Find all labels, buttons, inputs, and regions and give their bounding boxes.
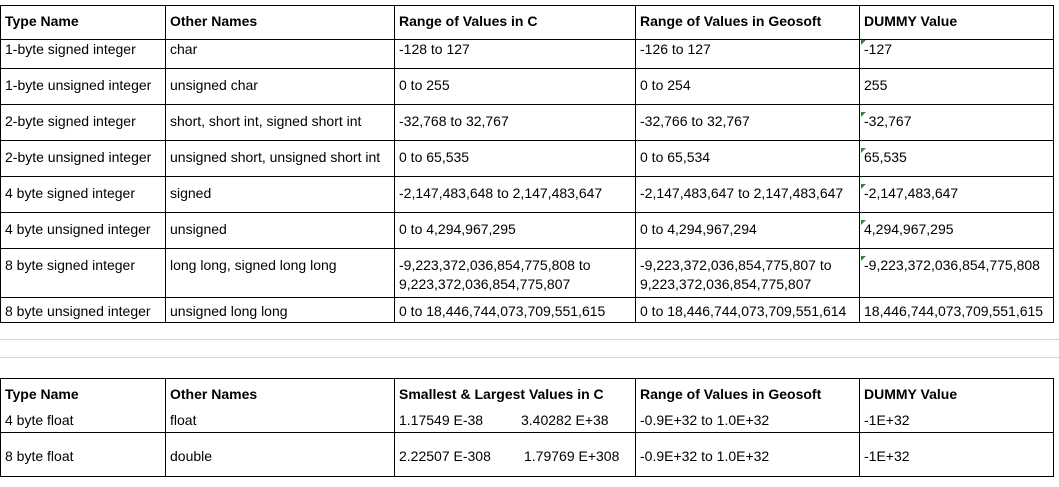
header-range-geosoft[interactable]: Range of Values in Geosoft: [640, 13, 822, 29]
table-cell[interactable]: 0 to 65,534: [640, 149, 711, 165]
table-cell[interactable]: -32,768 to 32,767: [399, 113, 509, 129]
table-cell[interactable]: 0 to 4,294,967,294: [640, 221, 757, 237]
grid-line: [0, 140, 1054, 141]
table-cell[interactable]: 18,446,744,073,709,551,615: [864, 303, 1044, 319]
grid-line: [0, 357, 1059, 358]
table-cell[interactable]: unsigned: [170, 221, 227, 237]
grid-line: [0, 248, 1054, 249]
error-indicator-icon: [861, 148, 866, 153]
grid-line: [0, 68, 1054, 69]
table-cell-line2: 9,223,372,036,854,775,807: [640, 276, 812, 292]
table-cell[interactable]: 8 byte signed integer: [5, 257, 135, 273]
table-cell[interactable]: unsigned short, unsigned short int: [170, 149, 381, 165]
table-cell[interactable]: -9,223,372,036,854,775,808: [864, 257, 1040, 273]
table-cell[interactable]: 0 to 254: [640, 77, 691, 93]
grid-line: [0, 476, 1054, 477]
table-cell[interactable]: -32,766 to 32,767: [640, 113, 750, 129]
table-cell[interactable]: -32,767: [864, 113, 912, 129]
table-cell[interactable]: -0.9E+32 to 1.0E+32: [640, 412, 770, 428]
error-indicator-icon: [861, 184, 866, 189]
header-dummy-value[interactable]: DUMMY Value: [864, 13, 958, 29]
table-cell[interactable]: -1E+32: [864, 412, 910, 428]
table-cell[interactable]: 4,294,967,295: [864, 221, 954, 237]
header-other-names[interactable]: Other Names: [170, 386, 258, 402]
table-cell[interactable]: 4 byte signed integer: [5, 185, 135, 201]
grid-line: [0, 378, 1054, 379]
error-indicator-icon: [861, 40, 866, 45]
table-cell[interactable]: -9,223,372,036,854,775,808 to: [399, 257, 591, 273]
grid-line: [635, 378, 636, 477]
table-cell[interactable]: -1E+32: [864, 448, 910, 464]
table-cell-line2: 9,223,372,036,854,775,807: [399, 276, 571, 292]
grid-line: [1053, 378, 1054, 477]
table-cell[interactable]: 0 to 18,446,744,073,709,551,614: [640, 303, 847, 319]
table-cell[interactable]: -2,147,483,647 to 2,147,483,647: [640, 185, 844, 201]
table-cell[interactable]: -2,147,483,648 to 2,147,483,647: [399, 185, 603, 201]
table-cell[interactable]: short, short int, signed short int: [170, 113, 362, 129]
table-cell[interactable]: unsigned long long: [170, 303, 288, 319]
grid-line: [0, 212, 1054, 213]
table-cell[interactable]: 0 to 65,535: [399, 149, 470, 165]
header-type-name[interactable]: Type Name: [5, 386, 79, 402]
grid-line: [165, 378, 166, 477]
table-cell[interactable]: double: [170, 448, 213, 464]
smallest-value-cell[interactable]: 2.22507 E-308: [399, 448, 491, 464]
smallest-value-cell[interactable]: 1.17549 E-38: [399, 412, 484, 428]
header-other-names[interactable]: Other Names: [170, 13, 258, 29]
grid-line: [859, 378, 860, 477]
table-cell[interactable]: 0 to 18,446,744,073,709,551,615: [399, 303, 606, 319]
table-cell[interactable]: 8 byte float: [5, 448, 74, 464]
grid-line: [0, 322, 1054, 323]
grid-line: [0, 378, 1, 477]
table-cell[interactable]: 8 byte unsigned integer: [5, 303, 151, 319]
error-indicator-icon: [861, 220, 866, 225]
largest-value-cell[interactable]: 1.79769 E+308: [524, 448, 620, 464]
table-cell[interactable]: 0 to 4,294,967,295: [399, 221, 516, 237]
table-cell[interactable]: 4 byte float: [5, 412, 74, 428]
table-cell[interactable]: float: [170, 412, 197, 428]
table-cell[interactable]: char: [170, 41, 198, 57]
header-range-geosoft[interactable]: Range of Values in Geosoft: [640, 386, 822, 402]
grid-line: [0, 339, 1059, 340]
grid-line: [1053, 5, 1054, 323]
table-cell[interactable]: unsigned char: [170, 77, 258, 93]
grid-line: [0, 5, 1, 323]
table-cell[interactable]: -127: [864, 41, 893, 57]
header-smallest-largest-c[interactable]: Smallest & Largest Values in C: [399, 386, 604, 402]
table-cell[interactable]: 1-byte signed integer: [5, 41, 136, 57]
table-cell[interactable]: -0.9E+32 to 1.0E+32: [640, 448, 770, 464]
table-cell[interactable]: 2-byte unsigned integer: [5, 149, 152, 165]
grid-line: [0, 432, 1054, 433]
grid-line: [859, 5, 860, 323]
grid-line: [0, 176, 1054, 177]
table-cell[interactable]: 4 byte unsigned integer: [5, 221, 151, 237]
table-cell[interactable]: long long, signed long long: [170, 257, 337, 273]
grid-line: [394, 378, 395, 477]
grid-line: [635, 5, 636, 323]
table-cell[interactable]: -9,223,372,036,854,775,807 to: [640, 257, 832, 273]
table-cell[interactable]: 255: [864, 77, 888, 93]
error-indicator-icon: [861, 256, 866, 261]
grid-line: [0, 297, 1054, 298]
grid-line: [0, 39, 1054, 40]
grid-line: [394, 5, 395, 323]
grid-line: [165, 5, 166, 323]
table-cell[interactable]: -2,147,483,647: [864, 185, 959, 201]
grid-line: [0, 5, 1054, 6]
table-cell[interactable]: 2-byte signed integer: [5, 113, 136, 129]
error-indicator-icon: [861, 112, 866, 117]
grid-line: [0, 104, 1054, 105]
table-cell[interactable]: 1-byte unsigned integer: [5, 77, 152, 93]
table-cell[interactable]: 65,535: [864, 149, 907, 165]
table-cell[interactable]: signed: [170, 185, 212, 201]
header-range-c[interactable]: Range of Values in C: [399, 13, 538, 29]
header-type-name[interactable]: Type Name: [5, 13, 79, 29]
table-cell[interactable]: 0 to 255: [399, 77, 450, 93]
header-dummy-value[interactable]: DUMMY Value: [864, 386, 958, 402]
table-cell[interactable]: -126 to 127: [640, 41, 711, 57]
table-cell[interactable]: -128 to 127: [399, 41, 470, 57]
largest-value-cell[interactable]: 3.40282 E+38: [521, 412, 609, 428]
